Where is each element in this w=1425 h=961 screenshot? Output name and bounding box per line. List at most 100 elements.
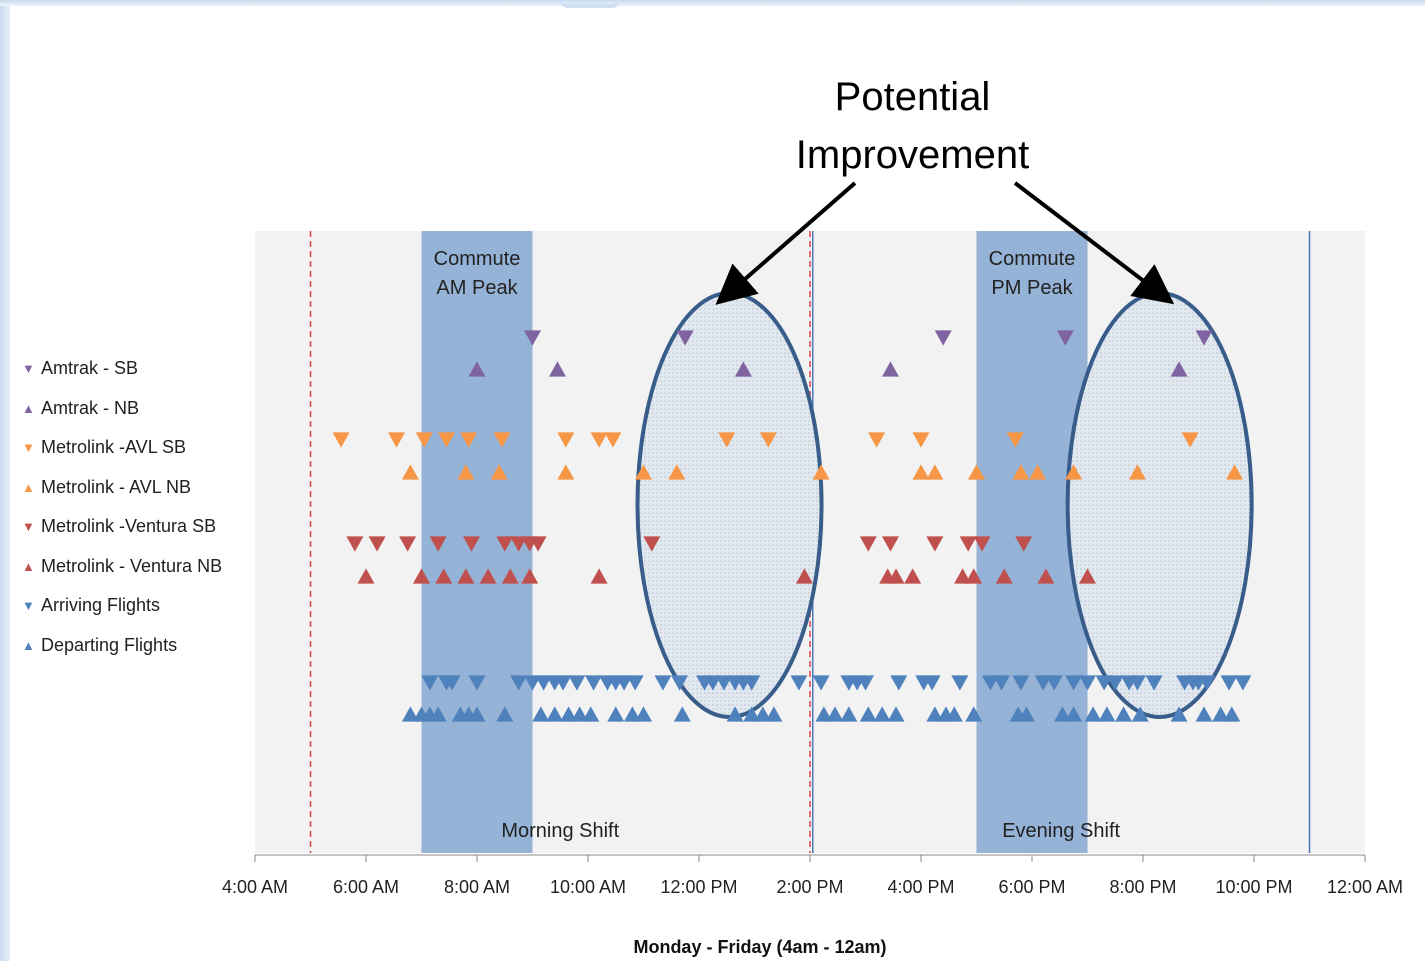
data-point bbox=[887, 706, 905, 722]
legend-item: ▲ Metrolink - Ventura NB bbox=[22, 547, 262, 587]
data-point bbox=[529, 536, 547, 552]
data-point bbox=[743, 706, 761, 722]
band-label: Commute bbox=[434, 248, 521, 270]
data-point bbox=[1128, 675, 1146, 691]
data-point bbox=[615, 675, 633, 691]
data-point bbox=[912, 432, 930, 448]
legend-label: Metrolink - AVL NB bbox=[41, 476, 192, 497]
data-point bbox=[859, 536, 877, 552]
data-point bbox=[510, 675, 528, 691]
data-point bbox=[1079, 568, 1096, 584]
data-point bbox=[582, 706, 600, 722]
data-point bbox=[590, 568, 608, 584]
x-tick-label: 12:00 AM bbox=[1327, 877, 1403, 897]
data-point bbox=[401, 464, 419, 480]
data-point bbox=[965, 706, 983, 722]
data-point bbox=[1212, 706, 1230, 722]
data-point bbox=[496, 706, 514, 722]
data-point bbox=[1106, 675, 1124, 691]
data-point bbox=[726, 706, 744, 722]
data-point bbox=[590, 432, 608, 448]
data-point bbox=[1034, 675, 1052, 691]
data-point bbox=[873, 706, 891, 722]
data-point bbox=[493, 432, 511, 448]
data-point bbox=[859, 706, 877, 722]
data-point bbox=[1195, 330, 1213, 346]
x-tick-label: 12:00 PM bbox=[660, 877, 737, 897]
x-tick-label: 8:00 PM bbox=[1109, 877, 1176, 897]
data-point bbox=[399, 536, 417, 552]
data-point bbox=[790, 675, 808, 691]
data-point bbox=[673, 706, 691, 722]
data-point bbox=[654, 675, 672, 691]
improvement-ellipse bbox=[635, 291, 824, 719]
data-point bbox=[1079, 675, 1096, 691]
data-point bbox=[429, 706, 447, 722]
legend-item: ▲ Metrolink - AVL NB bbox=[22, 468, 262, 508]
data-point bbox=[1065, 706, 1083, 722]
legend-label: Amtrak - SB bbox=[41, 358, 139, 379]
data-point bbox=[868, 432, 886, 448]
data-point bbox=[734, 361, 752, 377]
data-point bbox=[457, 568, 475, 584]
data-point bbox=[1195, 706, 1213, 722]
data-point bbox=[973, 536, 991, 552]
triangle-down-icon: ▼ bbox=[22, 519, 35, 535]
data-point bbox=[1056, 330, 1074, 346]
data-point bbox=[676, 330, 694, 346]
title-fragment bbox=[560, 0, 620, 8]
data-point bbox=[524, 330, 541, 346]
data-point bbox=[415, 432, 433, 448]
x-tick-label: 4:00 AM bbox=[222, 877, 288, 897]
data-point bbox=[1084, 706, 1102, 722]
legend-item: ▲ Departing Flights bbox=[22, 626, 262, 666]
x-axis-title: Monday - Friday (4am - 12am) bbox=[633, 937, 887, 957]
data-point bbox=[623, 706, 641, 722]
data-point bbox=[557, 432, 575, 448]
data-point bbox=[965, 568, 983, 584]
legend-label: Metrolink -AVL SB bbox=[41, 437, 187, 458]
data-point bbox=[992, 675, 1010, 691]
legend-item: ▼ Metrolink -Ventura SB bbox=[22, 507, 262, 547]
data-point bbox=[1045, 675, 1063, 691]
data-point bbox=[715, 675, 733, 691]
data-point bbox=[501, 568, 519, 584]
data-point bbox=[460, 432, 478, 448]
data-point bbox=[388, 432, 406, 448]
data-point bbox=[743, 675, 761, 691]
data-point bbox=[1054, 706, 1072, 722]
data-point bbox=[926, 706, 944, 722]
data-point bbox=[923, 675, 941, 691]
data-point bbox=[815, 706, 833, 722]
data-point bbox=[1065, 675, 1083, 691]
legend-label: Metrolink - Ventura NB bbox=[41, 555, 223, 576]
data-point bbox=[496, 536, 514, 552]
potential-improvement-callout: Potential Improvement bbox=[740, 68, 1085, 184]
data-point bbox=[1012, 675, 1030, 691]
legend-item: ▼ Amtrak - SB bbox=[22, 349, 262, 389]
data-point bbox=[754, 706, 772, 722]
callout-line-2: Improvement bbox=[795, 133, 1030, 177]
data-point bbox=[437, 432, 455, 448]
data-point bbox=[560, 706, 578, 722]
data-point bbox=[1006, 432, 1024, 448]
data-point bbox=[346, 536, 364, 552]
data-point bbox=[1226, 464, 1244, 480]
data-point bbox=[524, 675, 541, 691]
data-point bbox=[1098, 706, 1116, 722]
data-point bbox=[604, 432, 622, 448]
data-point bbox=[607, 706, 625, 722]
triangle-down-icon: ▼ bbox=[22, 598, 35, 614]
data-point bbox=[554, 675, 572, 691]
data-point bbox=[462, 536, 480, 552]
data-point bbox=[1131, 706, 1149, 722]
data-point bbox=[548, 361, 566, 377]
data-point bbox=[765, 706, 783, 722]
data-point bbox=[718, 432, 736, 448]
data-point bbox=[951, 675, 969, 691]
data-point bbox=[413, 568, 430, 584]
data-point bbox=[1181, 432, 1199, 448]
data-point bbox=[1115, 706, 1133, 722]
data-point bbox=[1220, 675, 1238, 691]
